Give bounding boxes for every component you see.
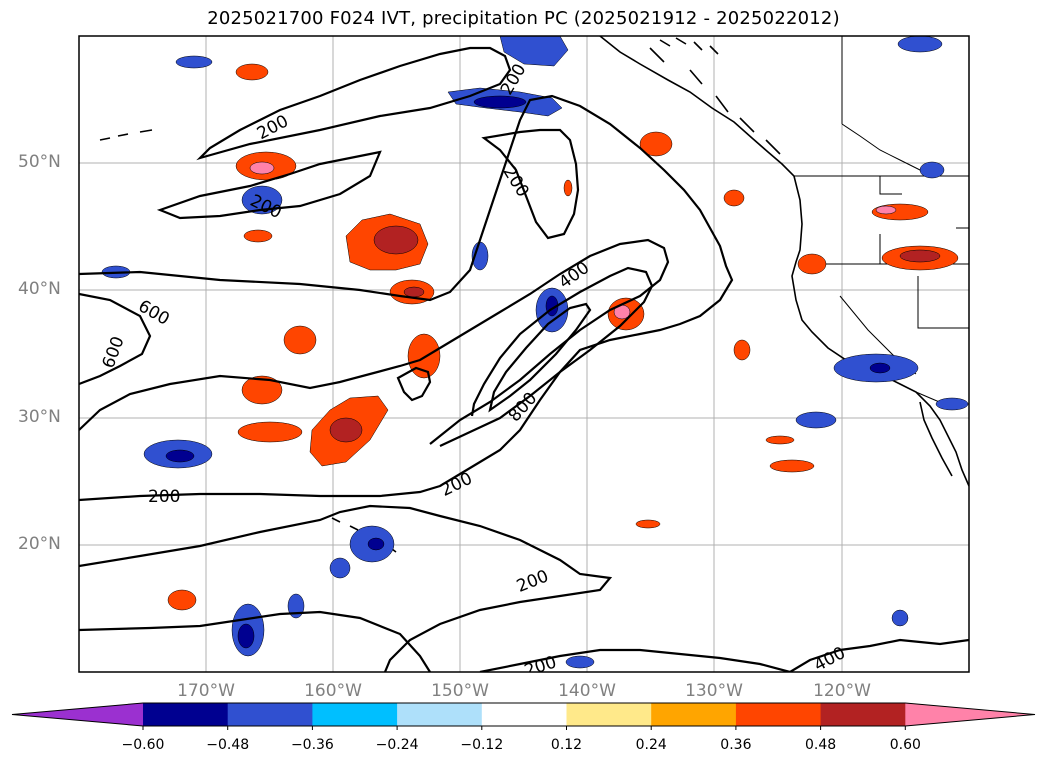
borders [794, 36, 969, 405]
chart-title: 2025021700 F024 IVT, precipitation PC (2… [207, 8, 840, 29]
colorbar-tick-label: −0.36 [290, 737, 334, 753]
ivt-contours [79, 46, 969, 672]
colorbar-segment [397, 703, 483, 726]
contour-label: 200 [438, 469, 476, 501]
lat-label-30: 30°N [18, 407, 61, 427]
contour-label: 200 [148, 487, 180, 507]
coastline [99, 36, 969, 553]
colorbar-segment [481, 703, 567, 726]
lon-label-130w: 130°W [685, 681, 743, 701]
colorbar-tick-label: −0.48 [206, 737, 250, 753]
colorbar-tick-label: −0.12 [460, 737, 504, 753]
colorbar-tick-label: −0.24 [375, 737, 419, 753]
colorbar-segment [651, 703, 737, 726]
colorbar-segment [735, 703, 822, 726]
colorbar-segment [820, 703, 906, 726]
contour-label: 600 [99, 334, 129, 371]
contour-label: 600 [135, 296, 173, 330]
plot-area: 200 200 200 200 200 200 200 200 400 400 … [79, 36, 969, 681]
contour-labels: 200 200 200 200 200 200 200 200 400 400 … [99, 61, 849, 681]
colorbar-segment [312, 703, 398, 726]
lon-label-170w: 170°W [177, 681, 235, 701]
positive-patches [167, 63, 959, 611]
colorbar-tick-label: 0.48 [805, 737, 837, 753]
contour-label: 200 [522, 652, 559, 681]
contour-label: 400 [811, 643, 849, 676]
lat-label-20: 20°N [18, 534, 61, 554]
lat-label-40: 40°N [18, 279, 61, 299]
lat-label-50: 50°N [18, 152, 61, 172]
contour-label: 200 [514, 566, 552, 597]
colorbar-tick-label: 0.12 [550, 737, 583, 753]
colorbar-tick-label: −0.60 [121, 737, 165, 753]
colorbar-segment [566, 703, 652, 726]
colorbar-tick-label: 0.24 [635, 737, 667, 753]
map-frame [78, 35, 970, 673]
lon-label-140w: 140°W [558, 681, 616, 701]
colorbar-extend-low [12, 703, 143, 726]
colorbar [11, 702, 1036, 730]
lon-label-120w: 120°W [813, 681, 871, 701]
negative-patches [101, 36, 969, 669]
colorbar-tick-label: 0.36 [720, 737, 752, 753]
contour-label: 800 [505, 389, 542, 427]
colorbar-tick-label: 0.60 [889, 737, 921, 753]
lon-label-150w: 150°W [431, 681, 489, 701]
colorbar-extend-high [905, 703, 1035, 726]
lon-label-160w: 160°W [304, 681, 362, 701]
colorbar-segment [227, 703, 313, 726]
colorbar-segment [143, 703, 229, 726]
